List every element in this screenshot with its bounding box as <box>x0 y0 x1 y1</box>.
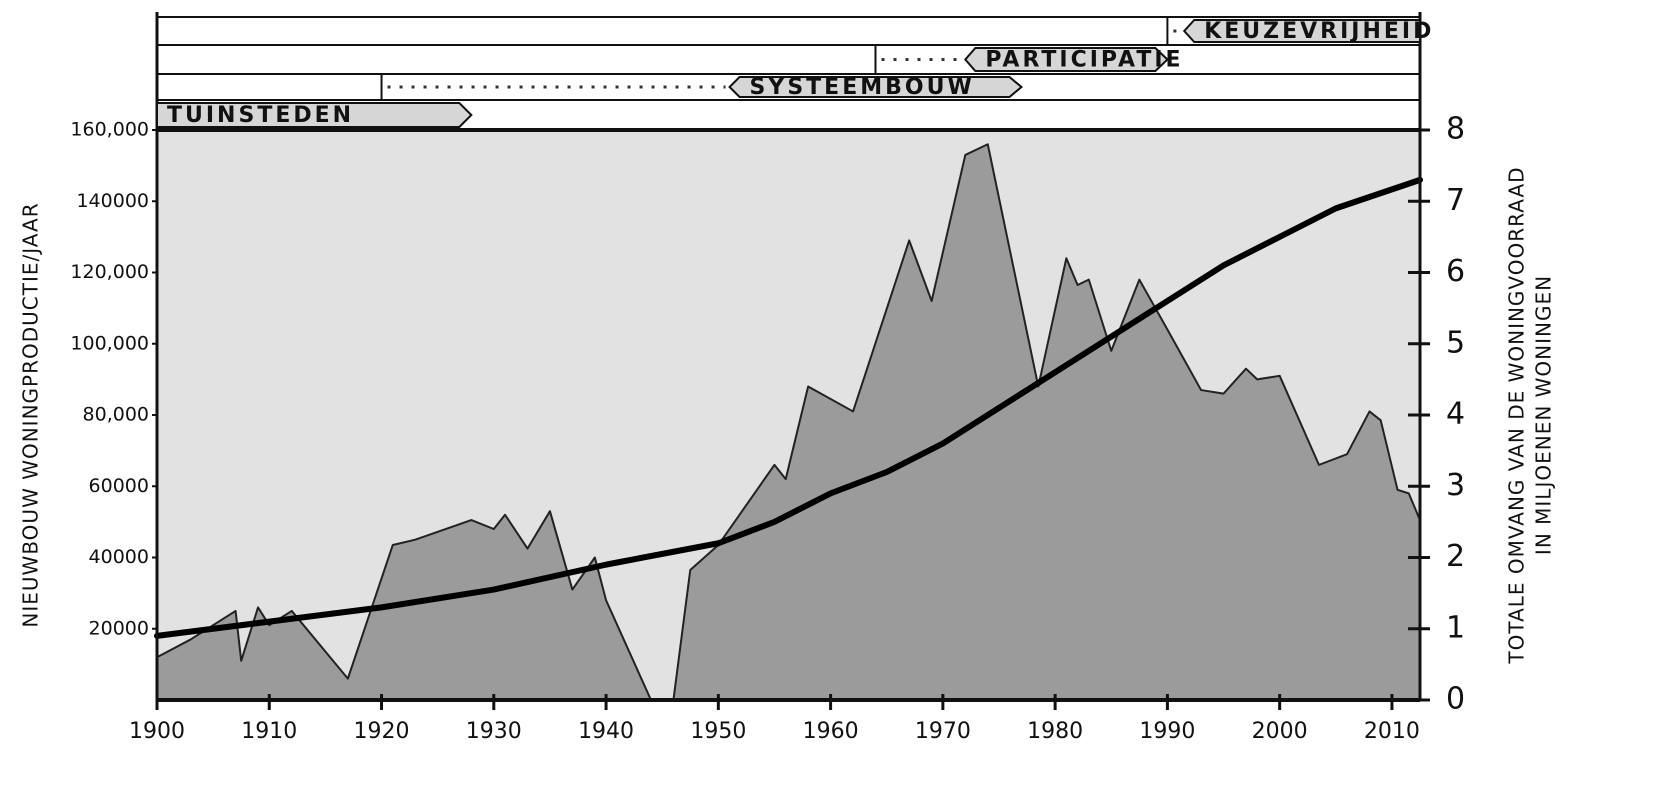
y-tick-label: 80,000 <box>83 404 149 426</box>
y2-tick-label: 8 <box>1446 112 1465 147</box>
y-tick-label: 60000 <box>89 475 149 497</box>
period-label: PARTICIPATIE <box>985 48 1183 73</box>
x-tick-label: 2000 <box>1252 719 1308 744</box>
x-tick-label: 1970 <box>915 719 971 744</box>
y2-tick-label: 2 <box>1446 539 1465 574</box>
x-tick-label: 1950 <box>690 719 746 744</box>
y2-tick-label: 3 <box>1446 468 1465 503</box>
y-axis-label: NIEUWBOUW WONINGPRODUCTIE/JAAR <box>19 202 43 627</box>
period-label: TUINSTEDEN <box>167 103 354 128</box>
y-tick-label: 120,000 <box>70 261 149 283</box>
y2-tick-label: 1 <box>1446 610 1465 645</box>
period-label: KEUZEVRIJHEID <box>1204 19 1434 44</box>
y2-tick-label: 4 <box>1446 397 1465 432</box>
y2-tick-label: 7 <box>1446 183 1465 218</box>
x-tick-label: 1920 <box>354 719 410 744</box>
period-box <box>1182 19 1421 43</box>
x-tick-label: 1960 <box>803 719 859 744</box>
y2-tick-label: 0 <box>1446 682 1465 717</box>
x-tick-label: 1930 <box>466 719 522 744</box>
period-box <box>963 47 1169 72</box>
y-tick-label: 40000 <box>89 546 149 568</box>
y-tick-label: 100,000 <box>70 332 149 354</box>
x-tick-label: 1940 <box>578 719 634 744</box>
y2-tick-label: 6 <box>1446 254 1465 289</box>
x-tick-label: 1910 <box>241 719 297 744</box>
x-tick-label: 1900 <box>129 719 185 744</box>
x-tick-label: 2010 <box>1364 719 1420 744</box>
y2-axis-label: TOTALE OMVANG VAN DE WONINGVOORRAAD <box>1505 166 1529 664</box>
y-tick-label: 160,000 <box>70 119 149 141</box>
y2-tick-label: 5 <box>1446 325 1465 360</box>
y-tick-label: 140000 <box>76 190 149 212</box>
y2-axis-label: IN MILJOENEN WONINGEN <box>1532 275 1556 555</box>
line <box>154 176 1423 639</box>
area <box>156 143 1421 701</box>
period-box <box>728 76 1024 98</box>
y-tick-label: 20000 <box>89 617 149 639</box>
period-box <box>156 102 473 128</box>
x-tick-label: 1980 <box>1027 719 1083 744</box>
period-label: SYSTEEMBOUW <box>750 75 975 100</box>
x-tick-label: 1990 <box>1139 719 1195 744</box>
